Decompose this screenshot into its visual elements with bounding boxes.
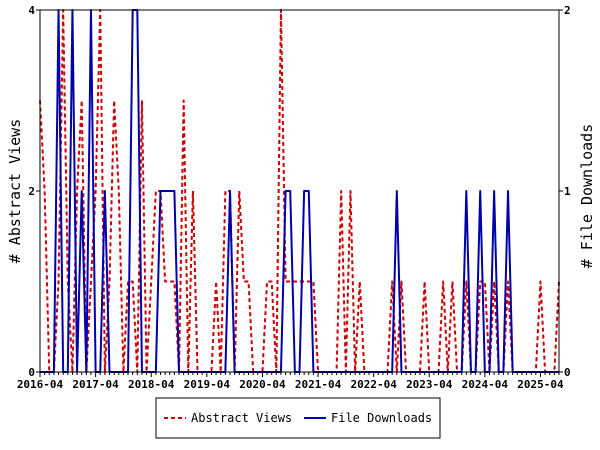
y-tick-label: 0	[28, 366, 35, 379]
series-line-file-downloads	[40, 9, 559, 373]
y2-axis-title: # File Downloads	[578, 124, 596, 269]
x-tick-label: 2022-04	[350, 378, 397, 391]
legend: Abstract Views File Downloads	[155, 397, 441, 439]
legend-label-abstract-views: Abstract Views	[191, 411, 292, 425]
y2-tick-label: 1	[564, 185, 571, 198]
y-tick-label: 2	[28, 185, 35, 198]
x-tick-label: 2016-04	[17, 378, 64, 391]
y2-tick-label: 2	[564, 4, 571, 17]
x-tick-label: 2020-04	[239, 378, 286, 391]
x-tick-label: 2019-04	[184, 378, 231, 391]
x-tick-label: 2021-04	[295, 378, 342, 391]
x-tick-label: 2023-04	[406, 378, 453, 391]
series-line-abstract-views	[39, 9, 560, 373]
y2-tick-label: 0	[564, 366, 571, 379]
x-tick-label: 2025-04	[517, 378, 564, 391]
labels-layer: 2016-04 2017-04 2018-04 2019-04 2020-04 2021-…	[17, 4, 571, 391]
series-layer	[39, 9, 560, 373]
y-axis-title: # Abstract Views	[6, 119, 24, 264]
x-tick-label: 2024-04	[462, 378, 509, 391]
x-tick-label: 2018-04	[128, 378, 175, 391]
x-tick-label: 2017-04	[72, 378, 119, 391]
y-tick-label: 4	[28, 4, 35, 17]
legend-box	[155, 397, 441, 439]
legend-label-file-downloads: File Downloads	[331, 411, 432, 425]
ticks-layer	[36, 9, 563, 377]
